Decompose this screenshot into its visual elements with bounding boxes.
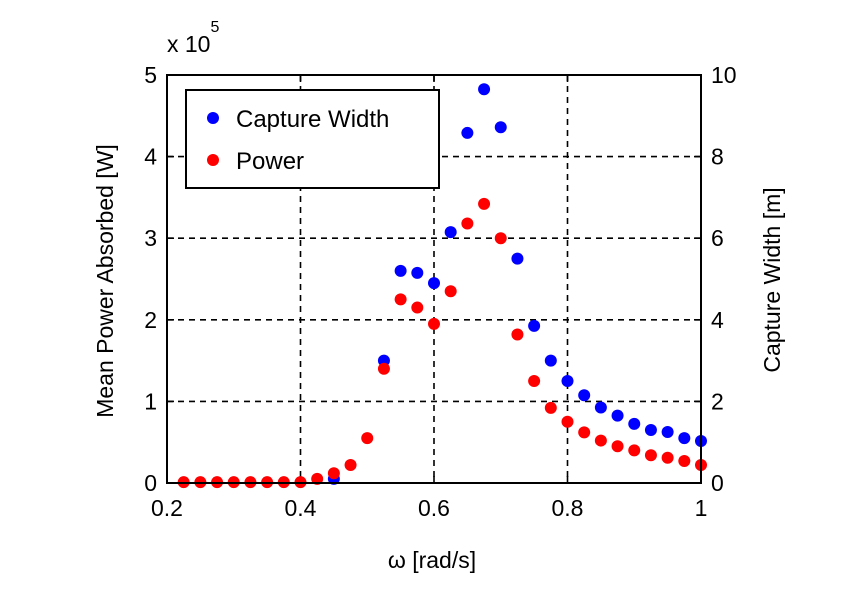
y2-axis-label: Capture Width [m]	[759, 187, 785, 372]
point-capture-width-13	[578, 389, 591, 402]
point-power-24	[578, 426, 591, 439]
point-capture-width-15	[611, 409, 624, 422]
legend-box	[185, 89, 440, 189]
y-tick-label-0: 0	[144, 470, 157, 496]
x-tick-label-3: 0.8	[552, 495, 584, 521]
y-tick-label-4: 4	[144, 144, 157, 170]
point-power-20	[511, 328, 524, 341]
point-power-21	[528, 375, 541, 387]
point-capture-width-16	[628, 417, 641, 430]
x-tick-label-0: 0.2	[151, 495, 183, 521]
point-capture-width-11	[544, 354, 557, 367]
y-axis-exponent: x 105	[167, 19, 219, 57]
point-power-18	[478, 197, 491, 210]
point-power-12	[377, 362, 390, 375]
y2-tick-label-4: 8	[711, 144, 724, 170]
point-capture-width-9	[511, 252, 524, 265]
point-capture-width-6	[461, 126, 474, 139]
point-power-25	[594, 434, 607, 447]
point-capture-width-14	[594, 401, 607, 414]
point-power-26	[611, 440, 624, 453]
point-power-8	[311, 472, 324, 485]
point-capture-width-3	[411, 266, 424, 279]
x-tick-label-4: 1	[695, 495, 708, 521]
point-power-13	[394, 293, 407, 306]
point-power-28	[644, 449, 657, 462]
point-power-22	[544, 401, 557, 414]
point-power-14	[411, 301, 424, 314]
y-tick-label-5: 5	[144, 62, 157, 88]
point-capture-width-7	[478, 83, 491, 96]
point-power-19	[494, 232, 507, 245]
y2-tick-label-3: 6	[711, 225, 724, 251]
point-capture-width-18	[661, 426, 674, 438]
legend-label-capture-width: Capture Width	[236, 106, 389, 133]
point-power-30	[678, 454, 691, 467]
point-power-15	[428, 317, 440, 330]
point-capture-width-5	[444, 226, 457, 239]
y2-tick-label-0: 0	[711, 470, 724, 496]
point-power-10	[344, 459, 357, 472]
point-capture-width-4	[428, 277, 440, 290]
point-capture-width-19	[678, 432, 691, 445]
y-tick-label-1: 1	[144, 388, 157, 414]
point-capture-width-10	[528, 319, 541, 332]
y-axis-label: Mean Power Absorbed [W]	[92, 144, 118, 418]
y-tick-label-2: 2	[144, 307, 157, 333]
y2-tick-label-1: 2	[711, 388, 724, 414]
x-tick-label-1: 0.4	[285, 495, 317, 521]
y2-tick-label-2: 4	[711, 307, 724, 333]
y2-tick-label-5: 10	[711, 62, 737, 88]
point-power-9	[327, 467, 340, 480]
point-capture-width-8	[494, 121, 507, 134]
legend-marker-capture-width	[207, 112, 219, 124]
point-capture-width-2	[394, 264, 407, 277]
point-capture-width-12	[561, 375, 574, 387]
point-power-27	[628, 444, 641, 457]
x-axis-label: ω [rad/s]	[388, 547, 476, 573]
plot-frame	[166, 74, 702, 484]
point-power-11	[361, 432, 374, 445]
y-axis-exponent-power: 5	[210, 19, 219, 36]
x-tick-label-2: 0.6	[418, 495, 450, 521]
point-power-16	[444, 285, 457, 298]
point-power-29	[661, 451, 674, 464]
point-power-17	[461, 217, 474, 230]
legend-marker-power	[207, 154, 219, 166]
point-power-23	[561, 415, 574, 428]
y-tick-label-3: 3	[144, 225, 157, 251]
legend: Capture Width Power	[185, 89, 440, 189]
point-capture-width-17	[644, 423, 657, 436]
legend-label-power: Power	[236, 148, 304, 175]
